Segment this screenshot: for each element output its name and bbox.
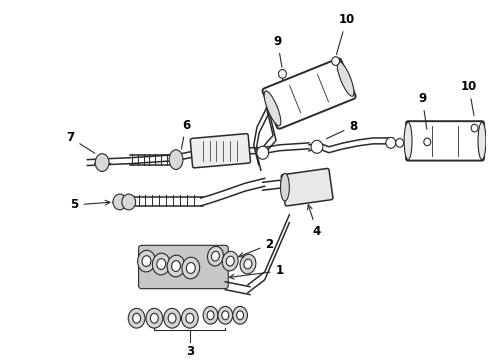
- Text: 8: 8: [326, 120, 358, 139]
- Ellipse shape: [396, 139, 404, 147]
- FancyBboxPatch shape: [190, 134, 250, 168]
- Ellipse shape: [478, 122, 486, 159]
- Ellipse shape: [133, 313, 141, 323]
- Ellipse shape: [233, 306, 247, 324]
- Ellipse shape: [122, 194, 136, 210]
- Ellipse shape: [278, 69, 286, 78]
- Ellipse shape: [169, 150, 183, 170]
- Ellipse shape: [207, 311, 214, 320]
- Ellipse shape: [337, 62, 354, 96]
- Ellipse shape: [152, 253, 170, 275]
- FancyBboxPatch shape: [406, 121, 484, 161]
- Ellipse shape: [142, 256, 151, 266]
- Ellipse shape: [237, 311, 244, 320]
- Ellipse shape: [157, 258, 166, 270]
- Ellipse shape: [218, 306, 233, 324]
- Ellipse shape: [186, 313, 194, 323]
- Ellipse shape: [172, 261, 180, 271]
- FancyBboxPatch shape: [281, 168, 333, 206]
- Ellipse shape: [471, 124, 478, 132]
- Text: 2: 2: [239, 238, 274, 257]
- Ellipse shape: [182, 257, 200, 279]
- Text: 7: 7: [67, 131, 95, 153]
- Ellipse shape: [244, 259, 252, 269]
- Text: 10: 10: [461, 80, 477, 116]
- Ellipse shape: [203, 306, 218, 324]
- Ellipse shape: [95, 154, 109, 171]
- Text: 4: 4: [308, 205, 321, 238]
- FancyBboxPatch shape: [263, 58, 356, 129]
- Ellipse shape: [113, 194, 127, 210]
- Ellipse shape: [167, 255, 185, 277]
- Text: 9: 9: [418, 92, 427, 129]
- Ellipse shape: [311, 140, 323, 153]
- Ellipse shape: [240, 254, 256, 274]
- Ellipse shape: [424, 138, 431, 146]
- Text: 5: 5: [71, 198, 110, 211]
- Text: 10: 10: [337, 13, 355, 54]
- Ellipse shape: [404, 122, 412, 159]
- Ellipse shape: [138, 250, 155, 272]
- Ellipse shape: [168, 313, 176, 323]
- Ellipse shape: [207, 246, 223, 266]
- Ellipse shape: [264, 91, 281, 126]
- Ellipse shape: [164, 309, 180, 328]
- Ellipse shape: [386, 138, 396, 148]
- Ellipse shape: [332, 57, 340, 66]
- Text: 9: 9: [273, 35, 282, 67]
- Ellipse shape: [150, 313, 158, 323]
- FancyBboxPatch shape: [139, 245, 228, 289]
- Ellipse shape: [146, 309, 163, 328]
- Ellipse shape: [226, 256, 234, 266]
- Ellipse shape: [222, 251, 238, 271]
- Ellipse shape: [257, 146, 269, 159]
- Ellipse shape: [186, 262, 195, 273]
- Ellipse shape: [280, 174, 289, 201]
- Text: 6: 6: [181, 119, 190, 149]
- Ellipse shape: [128, 309, 145, 328]
- Text: 3: 3: [186, 345, 194, 358]
- Ellipse shape: [181, 309, 198, 328]
- Ellipse shape: [222, 311, 229, 320]
- Text: 1: 1: [229, 265, 284, 279]
- Ellipse shape: [212, 251, 220, 261]
